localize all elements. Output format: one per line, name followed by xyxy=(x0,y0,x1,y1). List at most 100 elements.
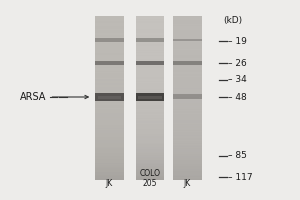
Bar xyxy=(173,39,202,41)
Bar xyxy=(173,27,202,28)
Bar xyxy=(95,112,124,113)
Bar xyxy=(173,75,202,76)
Bar xyxy=(95,58,124,59)
Bar xyxy=(173,164,202,165)
Bar xyxy=(95,159,124,160)
Bar xyxy=(95,38,124,39)
Bar xyxy=(136,130,164,131)
Bar xyxy=(136,159,164,160)
Bar xyxy=(95,30,124,31)
Bar xyxy=(136,163,164,164)
Bar xyxy=(95,167,124,168)
Bar xyxy=(173,67,202,68)
Bar xyxy=(136,107,164,108)
Text: ARSA: ARSA xyxy=(20,92,46,102)
Bar xyxy=(136,81,164,82)
Bar xyxy=(173,176,202,177)
Bar xyxy=(173,76,202,77)
Bar xyxy=(95,105,124,106)
Bar xyxy=(136,152,164,153)
Bar xyxy=(95,131,124,132)
Bar xyxy=(173,44,202,46)
Bar xyxy=(95,50,124,51)
Bar xyxy=(95,126,124,128)
Bar xyxy=(173,169,202,170)
Bar xyxy=(173,56,202,58)
Bar xyxy=(173,173,202,175)
Bar xyxy=(136,135,164,136)
Bar xyxy=(173,46,202,47)
Bar xyxy=(95,124,124,125)
Bar xyxy=(173,17,202,18)
Text: – 48: – 48 xyxy=(228,92,247,102)
Bar xyxy=(173,160,202,161)
Bar xyxy=(173,148,202,149)
Bar xyxy=(173,48,202,49)
Bar xyxy=(136,71,164,72)
Bar xyxy=(136,83,164,84)
Bar xyxy=(95,36,124,37)
Bar xyxy=(136,31,164,32)
Bar xyxy=(173,150,202,152)
Bar xyxy=(136,51,164,52)
Bar xyxy=(95,53,124,54)
Bar xyxy=(95,134,124,135)
Bar xyxy=(136,93,164,94)
Bar xyxy=(136,165,164,166)
Bar xyxy=(136,169,164,170)
Bar xyxy=(173,89,202,90)
Bar xyxy=(95,106,124,107)
Bar xyxy=(95,77,124,78)
Bar xyxy=(173,72,202,73)
Text: – 34: – 34 xyxy=(228,75,247,84)
Bar xyxy=(136,122,164,123)
Bar xyxy=(136,65,164,66)
Text: – 19: – 19 xyxy=(228,36,247,46)
Bar xyxy=(173,128,202,129)
Bar xyxy=(136,137,164,138)
Bar xyxy=(173,91,202,93)
Bar xyxy=(173,161,202,163)
Bar xyxy=(173,112,202,113)
Bar xyxy=(95,166,124,167)
Bar xyxy=(95,48,124,49)
Bar xyxy=(173,41,202,42)
Bar xyxy=(173,117,202,118)
Bar xyxy=(136,55,164,56)
Bar xyxy=(95,65,124,66)
Bar xyxy=(136,134,164,135)
Bar xyxy=(173,163,202,164)
Bar xyxy=(95,130,124,131)
Bar xyxy=(136,79,164,81)
Bar xyxy=(95,38,124,42)
Bar xyxy=(136,20,164,21)
Bar xyxy=(173,61,202,65)
Bar xyxy=(136,100,164,101)
Bar xyxy=(173,53,202,54)
Bar xyxy=(173,26,202,27)
Bar xyxy=(173,168,202,169)
Bar xyxy=(136,131,164,132)
Bar xyxy=(95,96,124,97)
Bar xyxy=(95,121,124,122)
Bar xyxy=(173,71,202,72)
Bar xyxy=(136,133,164,134)
Bar xyxy=(95,102,124,103)
Bar xyxy=(173,140,202,141)
Bar xyxy=(136,177,164,178)
Bar xyxy=(95,56,124,58)
Bar xyxy=(136,153,164,154)
Bar xyxy=(136,96,164,97)
Bar xyxy=(95,60,124,61)
Text: – 26: – 26 xyxy=(228,58,247,68)
Bar xyxy=(95,71,124,72)
Bar xyxy=(173,28,202,29)
Bar xyxy=(95,119,124,120)
Bar xyxy=(173,37,202,38)
Bar xyxy=(95,74,124,75)
Bar xyxy=(95,23,124,24)
Bar xyxy=(173,157,202,158)
Bar xyxy=(173,20,202,21)
Bar xyxy=(136,113,164,114)
Bar xyxy=(173,16,202,180)
